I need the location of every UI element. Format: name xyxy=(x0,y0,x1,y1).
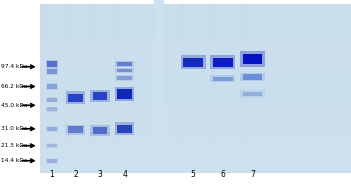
Text: 3: 3 xyxy=(98,170,102,179)
FancyBboxPatch shape xyxy=(115,122,134,135)
FancyBboxPatch shape xyxy=(47,159,57,163)
FancyBboxPatch shape xyxy=(68,126,83,133)
Text: 21.5 kDa: 21.5 kDa xyxy=(1,143,27,148)
FancyBboxPatch shape xyxy=(243,74,263,80)
FancyBboxPatch shape xyxy=(93,92,107,100)
Text: 7: 7 xyxy=(250,170,255,179)
Text: 66.2 kDa: 66.2 kDa xyxy=(1,84,27,89)
FancyBboxPatch shape xyxy=(117,69,132,72)
FancyBboxPatch shape xyxy=(93,127,107,134)
FancyBboxPatch shape xyxy=(47,98,57,102)
FancyBboxPatch shape xyxy=(40,4,351,38)
FancyBboxPatch shape xyxy=(46,83,58,89)
Text: 2: 2 xyxy=(73,170,78,179)
FancyBboxPatch shape xyxy=(184,58,203,67)
FancyBboxPatch shape xyxy=(91,89,110,102)
FancyBboxPatch shape xyxy=(47,107,57,111)
Text: 31.0 kDa: 31.0 kDa xyxy=(1,126,27,131)
FancyBboxPatch shape xyxy=(47,144,57,147)
Text: 97.4 kDa: 97.4 kDa xyxy=(1,64,27,69)
FancyBboxPatch shape xyxy=(240,90,265,98)
Text: 6: 6 xyxy=(220,170,225,179)
FancyBboxPatch shape xyxy=(91,125,110,136)
Text: 1: 1 xyxy=(49,170,54,179)
FancyBboxPatch shape xyxy=(0,0,40,188)
FancyBboxPatch shape xyxy=(46,60,58,68)
Text: 5: 5 xyxy=(191,170,196,179)
FancyBboxPatch shape xyxy=(47,84,57,89)
FancyBboxPatch shape xyxy=(115,61,134,67)
FancyBboxPatch shape xyxy=(210,55,236,69)
FancyBboxPatch shape xyxy=(47,61,57,67)
FancyBboxPatch shape xyxy=(213,77,233,81)
FancyBboxPatch shape xyxy=(117,76,132,80)
FancyBboxPatch shape xyxy=(243,54,263,64)
FancyBboxPatch shape xyxy=(46,106,58,111)
FancyBboxPatch shape xyxy=(46,143,58,148)
FancyBboxPatch shape xyxy=(40,4,351,173)
Text: 4: 4 xyxy=(122,170,127,179)
FancyBboxPatch shape xyxy=(46,126,58,132)
FancyBboxPatch shape xyxy=(117,125,132,133)
FancyBboxPatch shape xyxy=(210,75,236,83)
FancyBboxPatch shape xyxy=(68,94,83,102)
FancyBboxPatch shape xyxy=(47,127,57,131)
FancyBboxPatch shape xyxy=(240,52,265,67)
FancyBboxPatch shape xyxy=(115,68,134,73)
FancyBboxPatch shape xyxy=(240,73,265,81)
FancyBboxPatch shape xyxy=(40,38,351,71)
Text: 14.4 kDa: 14.4 kDa xyxy=(1,158,27,163)
FancyBboxPatch shape xyxy=(117,89,132,99)
FancyBboxPatch shape xyxy=(180,55,206,69)
FancyBboxPatch shape xyxy=(66,91,85,104)
FancyBboxPatch shape xyxy=(47,69,57,74)
FancyBboxPatch shape xyxy=(115,75,134,80)
FancyBboxPatch shape xyxy=(243,92,263,96)
FancyBboxPatch shape xyxy=(213,58,233,67)
Text: 45.0 kDa: 45.0 kDa xyxy=(1,103,27,108)
FancyBboxPatch shape xyxy=(66,125,85,135)
FancyBboxPatch shape xyxy=(46,97,58,102)
FancyBboxPatch shape xyxy=(46,158,58,164)
FancyBboxPatch shape xyxy=(115,87,134,101)
FancyBboxPatch shape xyxy=(154,0,164,173)
FancyBboxPatch shape xyxy=(117,62,132,66)
FancyBboxPatch shape xyxy=(46,68,58,75)
